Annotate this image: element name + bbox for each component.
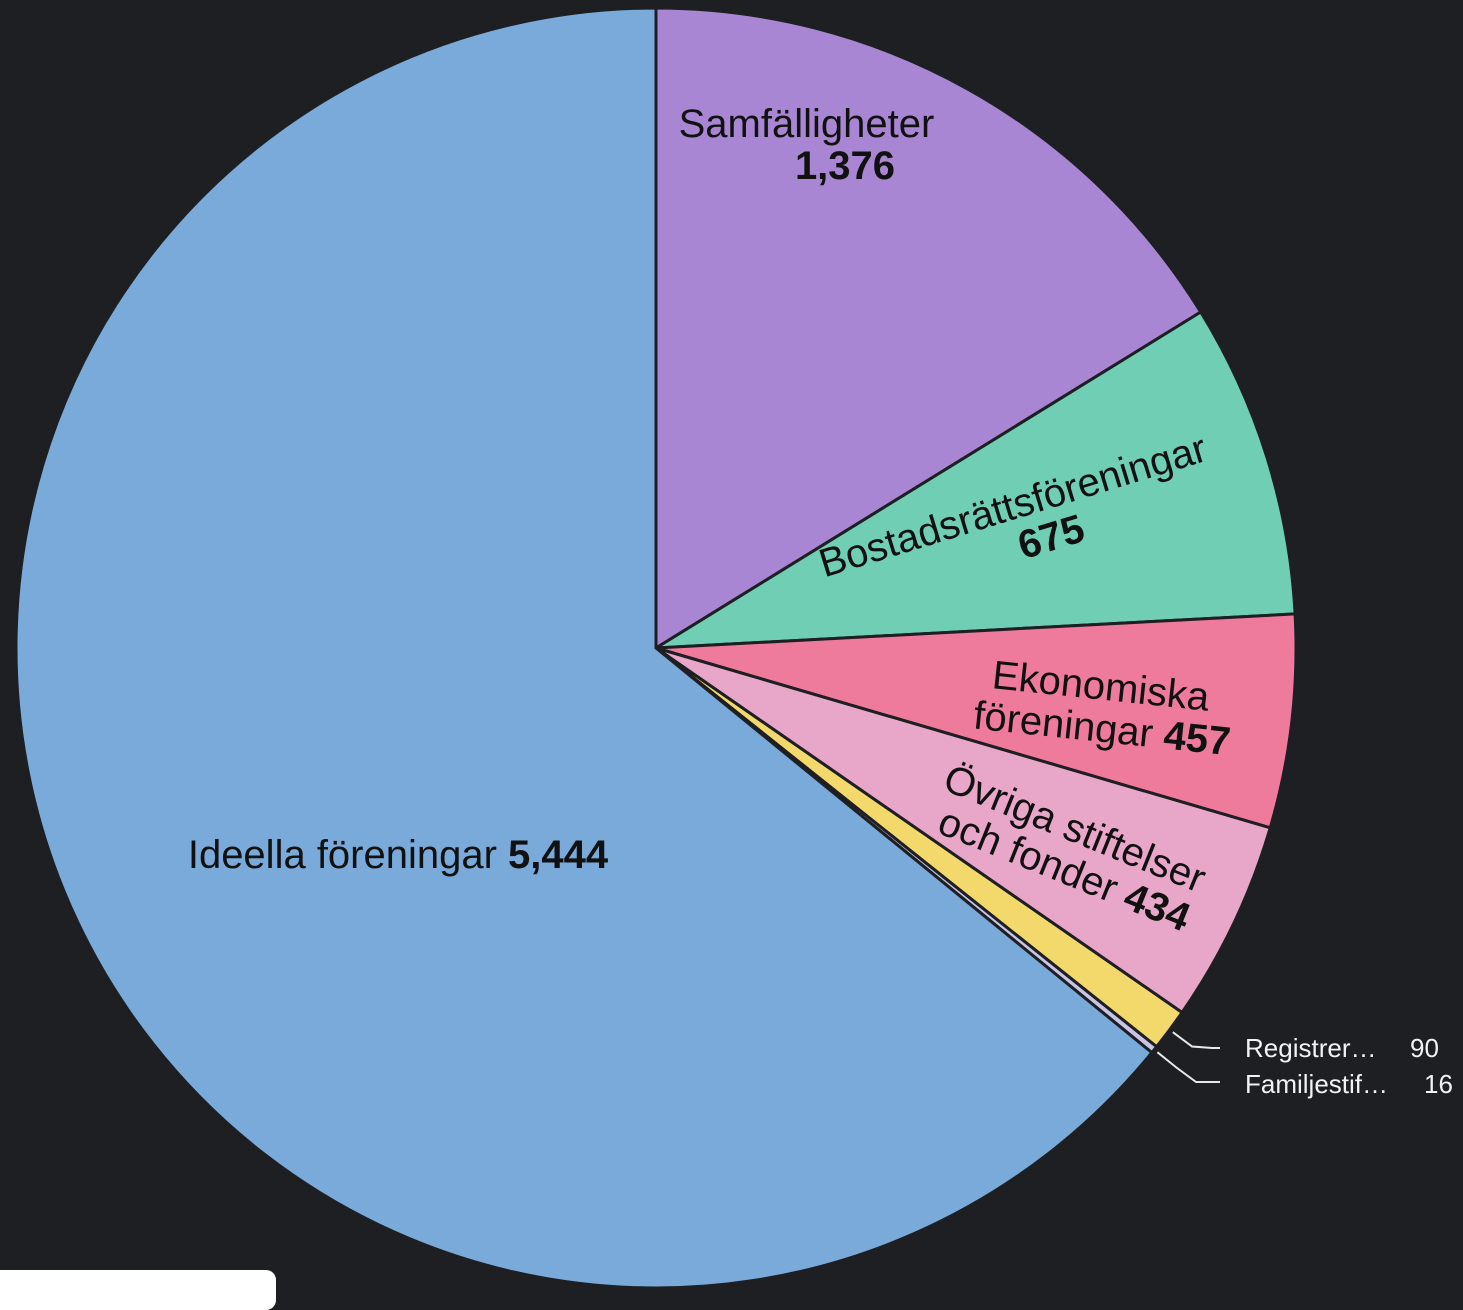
pie-slice-ideella-föreningar	[14, 6, 1154, 1287]
outside-label-familjestiftelser: Familjestif…	[1245, 1069, 1388, 1099]
outside-value-registrerade: 90	[1410, 1033, 1439, 1063]
slice-label-samfalligheter: Samfälligheter 1,376	[679, 102, 946, 188]
slice-name-ideella: Ideella föreningar	[188, 833, 508, 877]
pie-slice-samfälligheter	[654, 6, 1203, 651]
slice-label-ideella: Ideella föreningar 5,444	[188, 833, 609, 877]
slice-value-ideella: 5,444	[508, 833, 609, 877]
corner-panel	[0, 1270, 276, 1310]
slice-value-samfalligheter: 1,376	[795, 144, 895, 188]
outside-value-familjestiftelser: 16	[1424, 1069, 1453, 1099]
leader-line-familjestiftelser	[1156, 1051, 1220, 1083]
pie-slice-bostadsrättsföreningar	[655, 309, 1297, 650]
slice-name-samfalligheter: Samfälligheter	[679, 102, 935, 146]
outside-label-registrerade: Registrer…	[1245, 1033, 1376, 1063]
pie-slice-övriga-stiftelser-och-fonder	[655, 646, 1273, 1015]
leader-line-registrerade	[1172, 1031, 1220, 1049]
slice-value-ekonomiska: 457	[1162, 713, 1233, 764]
pie-slice-ekonomiska-föreningar	[655, 612, 1298, 830]
